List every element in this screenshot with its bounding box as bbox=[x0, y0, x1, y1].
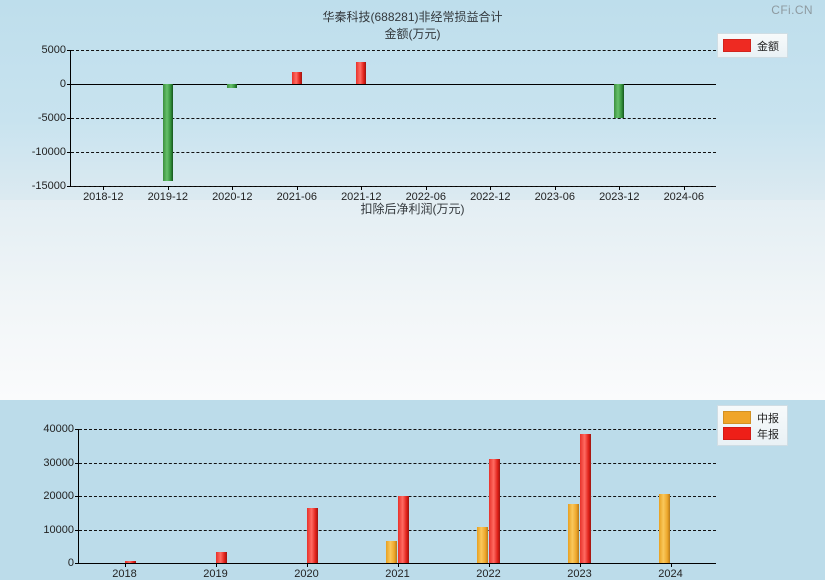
y-axis-label: -5000 bbox=[37, 112, 66, 124]
gridline bbox=[71, 152, 716, 153]
x-tickmark bbox=[103, 186, 105, 190]
bar-金额-2021-06[interactable] bbox=[291, 71, 302, 84]
y-tickmark bbox=[75, 563, 79, 564]
bar-金额-2019-12[interactable] bbox=[162, 84, 173, 182]
x-axis-label: 2022 bbox=[476, 568, 501, 580]
chart-title-main: 华秦科技(688281)非经常损益合计 bbox=[322, 10, 503, 24]
y-tickmark bbox=[67, 118, 71, 119]
bar-年报-2020[interactable] bbox=[307, 508, 318, 563]
x-tickmark bbox=[296, 186, 298, 190]
gridline bbox=[71, 118, 716, 119]
legend-label-annual: 年报 bbox=[757, 428, 779, 441]
chart-subtitle-unit: 金额(万元) bbox=[384, 27, 441, 41]
y-tickmark bbox=[67, 186, 71, 187]
bar-金额-2020-12[interactable] bbox=[227, 84, 238, 89]
x-tickmark bbox=[232, 186, 234, 190]
y-axis-label: 0 bbox=[59, 78, 66, 90]
legend-label-amount: 金额 bbox=[757, 40, 779, 53]
x-tickmark bbox=[683, 186, 685, 190]
watermark-label: CFi.CN bbox=[771, 3, 813, 17]
bar-年报-2022[interactable] bbox=[489, 458, 500, 563]
legend-top[interactable]: 金额 bbox=[717, 33, 788, 58]
x-tickmark bbox=[124, 563, 126, 567]
bar-年报-2018[interactable] bbox=[125, 560, 136, 563]
x-tickmark bbox=[554, 186, 556, 190]
y-tickmark bbox=[75, 496, 79, 497]
x-tickmark bbox=[488, 563, 490, 567]
x-axis-label: 2019 bbox=[203, 568, 228, 580]
x-tickmark bbox=[306, 563, 308, 567]
x-tickmark bbox=[397, 563, 399, 567]
y-tickmark bbox=[67, 50, 71, 51]
legend-swatch-amount bbox=[723, 39, 751, 52]
y-tickmark bbox=[75, 429, 79, 430]
bar-金额-2023-12[interactable] bbox=[614, 84, 625, 118]
x-axis-label: 2020 bbox=[294, 568, 319, 580]
plot-area-bottom: 40000 30000 20000 10000 0 2018 2019 2020 2021 202… bbox=[43, 423, 716, 580]
x-axis-label: 2021 bbox=[385, 568, 410, 580]
x-axis-label: 2018 bbox=[112, 568, 137, 580]
legend-item-interim[interactable]: 中报 bbox=[723, 410, 779, 425]
plot-area-top: 5000 0 -5000 -10000 -15000 2018-12 2019-12 2020… bbox=[32, 44, 716, 203]
y-tickmark bbox=[75, 529, 79, 531]
x-axis-label: 2023 bbox=[567, 568, 592, 580]
x-tickmark bbox=[670, 563, 672, 567]
chart-panel-netprofit: 扣除后净利润(万元) 中报 年报 40000 30000 20000 10000 0 20… bbox=[0, 200, 825, 580]
chart-panel-nonrecurring: CFi.CN 华秦科技(688281)非经常损益合计 金额(万元) 金额 500… bbox=[0, 0, 825, 203]
gridline bbox=[79, 462, 716, 464]
bar-中报-2021[interactable] bbox=[386, 540, 397, 563]
legend-label-interim: 中报 bbox=[757, 412, 779, 425]
x-tickmark bbox=[579, 563, 581, 567]
legend-swatch-annual bbox=[723, 427, 751, 440]
x-tickmark bbox=[215, 563, 217, 567]
bar-中报-2022[interactable] bbox=[477, 527, 488, 563]
chart-title-bottom: 扣除后净利润(万元) bbox=[360, 202, 465, 216]
x-tickmark bbox=[619, 186, 621, 190]
x-tickmark bbox=[425, 186, 427, 190]
x-tickmark bbox=[167, 186, 169, 190]
legend-swatch-interim bbox=[723, 411, 751, 424]
bar-金额-2021-12[interactable] bbox=[356, 62, 367, 84]
x-tickmark bbox=[361, 186, 363, 190]
x-tickmark bbox=[490, 186, 492, 190]
y-tickmark bbox=[67, 152, 71, 153]
legend-bottom[interactable]: 中报 年报 bbox=[717, 405, 788, 446]
y-axis-label: -10000 bbox=[31, 146, 66, 158]
bar-年报-2023[interactable] bbox=[580, 434, 591, 563]
y-axis-label: 20000 bbox=[43, 490, 74, 502]
bar-中报-2023[interactable] bbox=[568, 503, 579, 563]
gridline bbox=[71, 50, 716, 51]
y-axis-label: 30000 bbox=[43, 456, 74, 469]
gridline bbox=[79, 429, 716, 430]
y-axis-label: -15000 bbox=[31, 180, 66, 192]
legend-item-annual[interactable]: 年报 bbox=[723, 426, 779, 441]
bar-年报-2019[interactable] bbox=[216, 551, 227, 563]
y-tickmark bbox=[67, 84, 71, 85]
y-axis-label: 5000 bbox=[41, 44, 66, 56]
x-axis-label: 2024 bbox=[658, 568, 683, 580]
bar-年报-2021[interactable] bbox=[398, 496, 409, 563]
y-axis-label: 40000 bbox=[43, 423, 74, 435]
axis-zero-line bbox=[71, 84, 716, 85]
bar-中报-2024[interactable] bbox=[659, 493, 670, 563]
legend-item-amount[interactable]: 金额 bbox=[723, 38, 779, 53]
y-axis-label: 10000 bbox=[43, 523, 74, 536]
y-axis-label: 0 bbox=[67, 557, 74, 569]
y-tickmark bbox=[75, 462, 79, 464]
gridline bbox=[71, 186, 716, 187]
